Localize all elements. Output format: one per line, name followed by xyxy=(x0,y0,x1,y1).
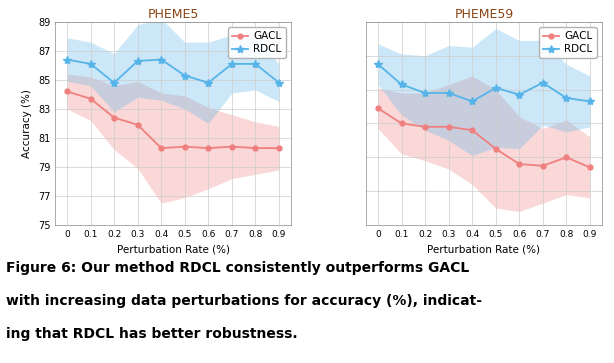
Y-axis label: Accuracy (%): Accuracy (%) xyxy=(22,89,33,158)
RDCL xyxy=(63,57,71,62)
RDCL xyxy=(252,62,259,66)
RDCL xyxy=(275,81,282,85)
GACL xyxy=(111,115,118,120)
Line: GACL: GACL xyxy=(376,106,593,170)
GACL xyxy=(468,128,476,132)
GACL xyxy=(516,162,523,166)
Legend: GACL, RDCL: GACL, RDCL xyxy=(228,27,286,58)
Text: Figure 6: Our method RDCL consistently outperforms GACL: Figure 6: Our method RDCL consistently o… xyxy=(6,261,469,276)
GACL xyxy=(445,125,453,129)
Text: with increasing data perturbations for accuracy (%), indicat-: with increasing data perturbations for a… xyxy=(6,294,482,308)
GACL xyxy=(275,146,282,150)
GACL xyxy=(204,146,212,150)
GACL xyxy=(158,146,165,150)
RDCL xyxy=(492,86,499,90)
X-axis label: Perturbation Rate (%): Perturbation Rate (%) xyxy=(117,244,230,254)
RDCL xyxy=(539,81,546,85)
Line: RDCL: RDCL xyxy=(63,56,283,87)
RDCL xyxy=(134,59,141,63)
GACL xyxy=(134,123,141,127)
Line: GACL: GACL xyxy=(64,89,281,151)
GACL xyxy=(87,97,95,101)
GACL xyxy=(539,164,546,168)
GACL xyxy=(562,155,570,159)
X-axis label: Perturbation Rate (%): Perturbation Rate (%) xyxy=(427,244,540,254)
Text: ing that RDCL has better robustness.: ing that RDCL has better robustness. xyxy=(6,327,298,341)
RDCL xyxy=(111,81,118,85)
GACL xyxy=(252,146,259,150)
RDCL xyxy=(158,57,165,62)
Title: PHEME59: PHEME59 xyxy=(454,8,513,21)
GACL xyxy=(228,144,236,149)
RDCL xyxy=(204,81,212,85)
Title: PHEME5: PHEME5 xyxy=(147,8,199,21)
RDCL xyxy=(398,82,405,87)
RDCL xyxy=(181,73,188,78)
GACL xyxy=(375,106,382,110)
Legend: GACL, RDCL: GACL, RDCL xyxy=(539,27,597,58)
RDCL xyxy=(445,91,453,95)
RDCL xyxy=(586,99,594,103)
RDCL xyxy=(228,62,236,66)
GACL xyxy=(492,147,499,151)
RDCL xyxy=(375,62,382,66)
GACL xyxy=(398,121,405,126)
RDCL xyxy=(562,96,570,100)
Line: RDCL: RDCL xyxy=(374,60,594,106)
RDCL xyxy=(516,93,523,97)
GACL xyxy=(421,125,429,129)
GACL xyxy=(586,165,594,170)
RDCL xyxy=(421,91,429,95)
GACL xyxy=(181,144,188,149)
RDCL xyxy=(468,99,476,103)
GACL xyxy=(63,89,71,94)
RDCL xyxy=(87,62,95,66)
